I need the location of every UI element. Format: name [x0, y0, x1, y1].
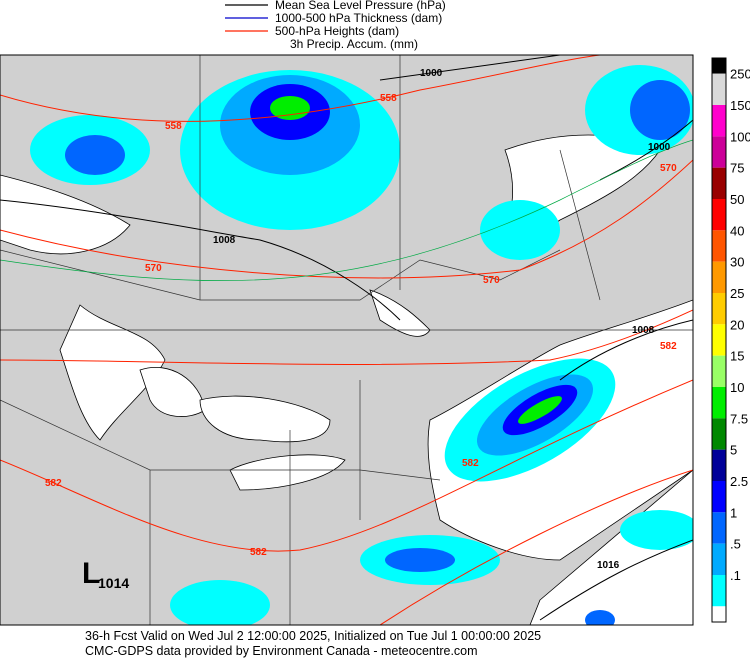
colorbar-label: 100: [730, 129, 750, 144]
colorbar-label: 250: [730, 67, 750, 82]
colorbar-label: 7.5: [730, 411, 748, 426]
colorbar-label: 20: [730, 317, 744, 332]
colorbar-swatch: [712, 387, 726, 419]
contours: [0, 55, 693, 625]
colorbar-swatch: [712, 418, 726, 450]
legend-label: Mean Sea Level Pressure (hPa): [275, 0, 446, 12]
colorbar-swatch: [712, 230, 726, 262]
contour-label: 558: [380, 93, 397, 104]
colorbar-label: 25: [730, 286, 744, 301]
colorbar-swatch: [712, 324, 726, 356]
contour-label: 1000: [648, 142, 671, 153]
low-pressure: 1014: [98, 575, 129, 591]
contour-label: 1008: [632, 325, 655, 336]
colorbar-label: .5: [730, 537, 741, 552]
contour-label: 1000: [420, 68, 443, 79]
contour-label: 1016: [597, 560, 620, 571]
colorbar: 250 150 100 75 50 40 30 25 20 15 10 7.5 5 2.5 1 .5 .1: [711, 57, 750, 623]
colorbar-label: 15: [730, 349, 744, 364]
colorbar-bottom: [712, 606, 726, 622]
low-symbol: L: [82, 557, 100, 590]
contour-label: 570: [483, 275, 500, 286]
colorbar-swatch: [712, 199, 726, 231]
colorbar-label: .1: [730, 568, 741, 583]
colorbar-swatch: [712, 167, 726, 199]
colorbar-label: 50: [730, 192, 744, 207]
contour-label: 570: [660, 163, 677, 174]
contour-label: 1008: [213, 235, 236, 246]
contour-label: 582: [660, 341, 677, 352]
colorbar-swatch: [712, 481, 726, 513]
map-frame: [0, 54, 694, 626]
contour-label: 558: [165, 121, 182, 132]
borders: [0, 55, 693, 625]
contour-label: 582: [45, 478, 62, 489]
colorbar-swatch: [712, 136, 726, 168]
contour-label: 582: [250, 547, 267, 558]
colorbar-swatch: [712, 261, 726, 293]
colorbar-swatch: [712, 355, 726, 387]
legend: Mean Sea Level Pressure (hPa)1000-500 hP…: [225, 0, 446, 51]
colorbar-swatch: [712, 575, 726, 607]
colorbar-label: 30: [730, 255, 744, 270]
colorbar-label: 1: [730, 505, 737, 520]
map: 1000 558 558 1008 570 570 1000 570 1008 582 582 582…: [0, 55, 693, 625]
colorbar-top: [712, 58, 726, 74]
colorbar-label: 2.5: [730, 474, 748, 489]
colorbar-label: 150: [730, 98, 750, 113]
colorbar-label: 75: [730, 161, 744, 176]
colorbar-label: 5: [730, 443, 737, 458]
footer-line: CMC-GDPS data provided by Environment Ca…: [85, 644, 478, 658]
colorbar-swatch: [712, 449, 726, 481]
colorbar-swatch: [712, 543, 726, 575]
colorbar-frame: [711, 57, 727, 623]
precipitation: [30, 65, 693, 625]
contour-label: 582: [462, 458, 479, 469]
contour-labels: 1000 558 558 1008 570 570 1000 570 1008 582 582 582…: [45, 68, 677, 571]
contour-label: 570: [145, 263, 162, 274]
legend-label: 1000-500 hPa Thickness (dam): [275, 11, 442, 25]
footer: 36-h Fcst Valid on Wed Jul 2 12:00:00 20…: [85, 629, 541, 658]
footer-line: 36-h Fcst Valid on Wed Jul 2 12:00:00 20…: [85, 629, 541, 643]
legend-label: 500-hPa Heights (dam): [275, 24, 399, 38]
colorbar-label: 40: [730, 223, 744, 238]
colorbar-swatch: [712, 105, 726, 137]
colorbar-swatch: [712, 512, 726, 544]
legend-label: 3h Precip. Accum. (mm): [290, 37, 418, 51]
colorbar-label: 10: [730, 380, 744, 395]
colorbar-swatch: [712, 73, 726, 105]
colorbar-swatch: [712, 293, 726, 325]
